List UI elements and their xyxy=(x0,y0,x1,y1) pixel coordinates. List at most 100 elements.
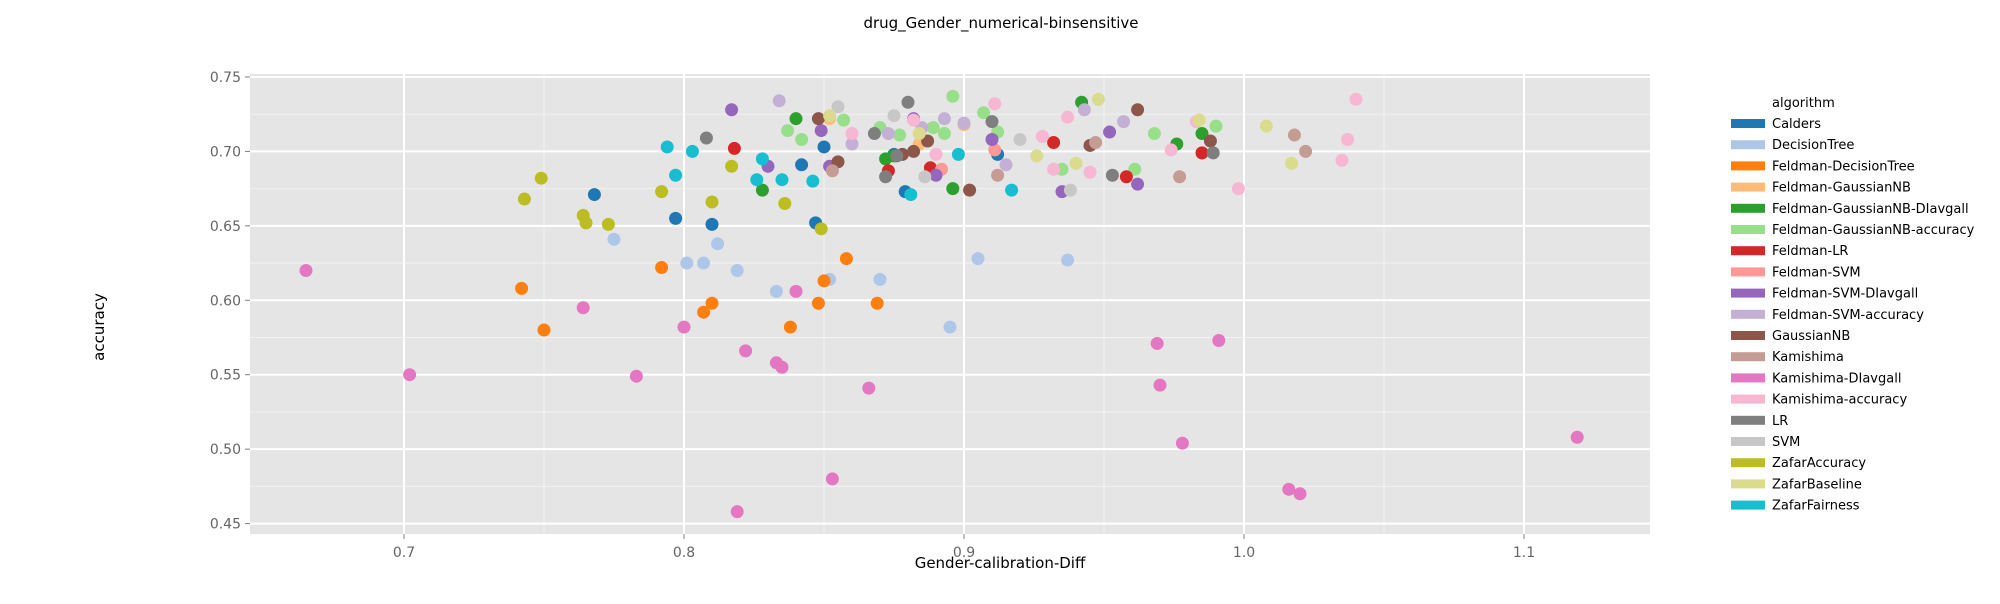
data-point xyxy=(839,252,853,266)
data-point xyxy=(1293,487,1307,501)
data-point xyxy=(781,124,795,138)
data-point xyxy=(1061,253,1075,267)
data-point xyxy=(775,360,789,374)
x-tick-label: 0.7 xyxy=(393,545,415,561)
data-point xyxy=(862,381,876,395)
data-point xyxy=(725,103,739,117)
legend-swatch xyxy=(1731,119,1765,128)
data-point xyxy=(576,301,590,315)
legend-label: ZafarFairness xyxy=(1772,499,1860,514)
data-point xyxy=(775,173,789,187)
legend-label: SVM xyxy=(1772,435,1800,450)
data-point xyxy=(870,296,884,310)
data-point xyxy=(1173,170,1187,184)
chart-title: drug_Gender_numerical-binsensitive xyxy=(863,14,1138,33)
data-point xyxy=(1128,162,1142,176)
data-point xyxy=(1117,115,1131,129)
legend-swatch xyxy=(1731,500,1765,510)
x-tick-label: 1.1 xyxy=(1513,545,1535,561)
data-point xyxy=(772,94,786,108)
data-point xyxy=(1083,165,1097,179)
data-point xyxy=(655,261,669,275)
data-point xyxy=(1047,135,1061,149)
data-point xyxy=(1069,156,1083,170)
data-point xyxy=(814,222,828,236)
data-point xyxy=(1153,378,1167,392)
data-point xyxy=(823,109,837,123)
data-point xyxy=(778,197,792,211)
y-axis-ticks: 0.45 0.50 0.55 0.60 0.65 0.70 0.75 xyxy=(210,70,250,533)
legend-swatch xyxy=(1731,182,1765,192)
legend-item: Feldman-LR xyxy=(1731,244,1848,259)
data-point xyxy=(697,305,711,319)
legend-label: Feldman-SVM-accuracy xyxy=(1772,308,1924,323)
data-point xyxy=(1013,133,1027,147)
legend-label: Feldman-DecisionTree xyxy=(1772,159,1915,174)
data-point xyxy=(1131,103,1145,117)
data-point xyxy=(1209,119,1223,133)
legend-item: Calders xyxy=(1731,117,1821,132)
data-point xyxy=(907,144,921,158)
legend-swatch xyxy=(1731,437,1765,446)
legend-swatch xyxy=(1731,373,1765,383)
legend-label: Feldman-SVM-DIavgall xyxy=(1772,287,1918,302)
series-decisiontree xyxy=(607,232,1075,334)
data-point xyxy=(1287,128,1301,142)
legend-label: Calders xyxy=(1772,117,1821,132)
data-point xyxy=(515,281,529,295)
legend-swatch xyxy=(1731,479,1765,489)
series-zafaraccuracy xyxy=(517,159,828,236)
data-point xyxy=(660,140,674,154)
data-point xyxy=(517,192,531,206)
legend-swatch xyxy=(1731,352,1765,362)
plot-background xyxy=(250,74,1650,534)
data-point xyxy=(1570,430,1584,444)
y-axis-label: accuracy xyxy=(90,293,108,361)
data-point xyxy=(929,147,943,161)
data-point xyxy=(1131,177,1145,191)
data-point xyxy=(867,127,881,141)
data-point xyxy=(1047,162,1061,176)
data-point xyxy=(534,171,548,185)
series-kamishima xyxy=(825,128,1313,184)
data-point xyxy=(629,369,643,383)
x-tick-label: 0.8 xyxy=(673,545,695,561)
legend-label: Feldman-GaussianNB-DIavgall xyxy=(1772,202,1969,217)
data-point xyxy=(755,152,769,166)
legend-swatch xyxy=(1731,161,1765,171)
series-kamishima-diavgall xyxy=(299,264,1584,519)
data-point xyxy=(957,116,971,130)
data-point xyxy=(769,284,783,298)
x-tick-label: 0.9 xyxy=(953,545,975,561)
data-point xyxy=(1089,135,1103,149)
data-point xyxy=(669,168,683,182)
y-tick-label: 0.60 xyxy=(210,293,241,309)
series-feldman-decisiontree xyxy=(515,252,884,337)
legend-title: algorithm xyxy=(1772,96,1835,111)
series-feldman-svm-accuracy xyxy=(772,94,1131,172)
data-point xyxy=(750,173,764,187)
legend-label: ZafarBaseline xyxy=(1772,477,1862,492)
data-point xyxy=(988,143,1002,157)
y-tick-label: 0.45 xyxy=(210,517,241,533)
data-point xyxy=(680,256,694,270)
data-point xyxy=(1282,482,1296,496)
legend-swatch xyxy=(1731,267,1765,277)
data-point xyxy=(730,505,744,519)
series-feldman-gaussiannb-accuracy xyxy=(781,89,1223,176)
data-point xyxy=(985,115,999,129)
data-point xyxy=(1195,127,1209,141)
legend-label: DecisionTree xyxy=(1772,138,1854,153)
data-points xyxy=(299,89,1584,519)
legend-swatch xyxy=(1731,331,1765,340)
series-zafarfairness xyxy=(660,140,1019,202)
legend-label: GaussianNB xyxy=(1772,329,1850,344)
data-point xyxy=(893,128,907,142)
legend-label: Kamishima-accuracy xyxy=(1772,393,1907,408)
data-point xyxy=(1164,143,1178,157)
data-point xyxy=(1030,149,1044,163)
data-point xyxy=(907,113,921,127)
data-point xyxy=(817,140,831,154)
data-point xyxy=(1341,133,1355,147)
